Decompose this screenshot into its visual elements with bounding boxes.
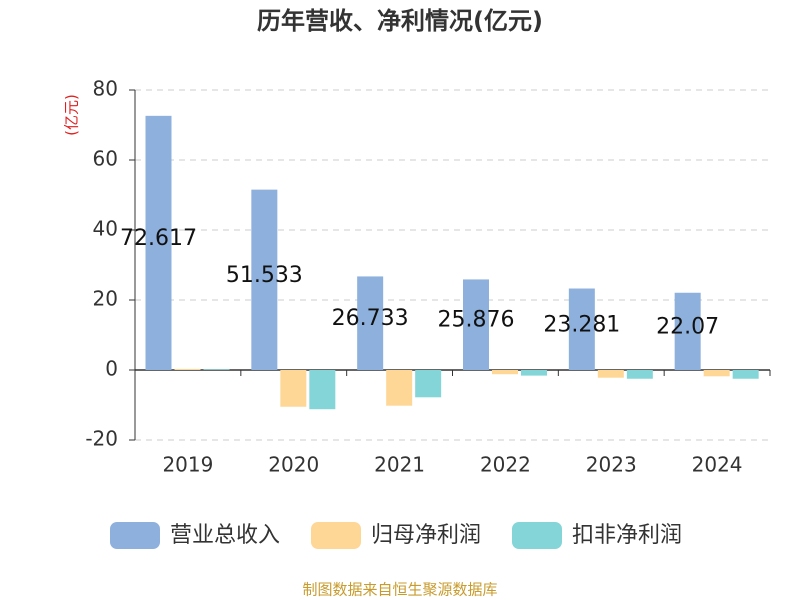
bar — [251, 189, 278, 370]
bar — [568, 288, 595, 370]
bar — [386, 370, 413, 406]
bar — [703, 370, 730, 377]
data-label: 26.733 — [332, 306, 409, 331]
y-axis-label: (亿元) — [63, 94, 81, 136]
y-tick-label: 80 — [93, 77, 118, 101]
bar — [203, 369, 230, 370]
bar — [309, 370, 336, 410]
x-tick-label: 2023 — [586, 453, 637, 477]
data-label: 23.281 — [543, 312, 620, 337]
legend-label: 营业总收入 — [170, 523, 280, 548]
legend-label: 归母净利润 — [371, 523, 481, 548]
legend-label: 扣非净利润 — [572, 523, 682, 548]
x-tick-label: 2020 — [268, 453, 319, 477]
x-tick-label: 2019 — [162, 453, 213, 477]
y-tick-label: 0 — [105, 357, 118, 381]
data-label: 72.617 — [120, 226, 197, 251]
bar — [597, 370, 624, 378]
bar — [280, 370, 307, 407]
data-label: 25.876 — [438, 308, 515, 333]
bar — [732, 370, 759, 379]
y-tick-label: 20 — [93, 287, 118, 311]
bar — [521, 370, 547, 376]
bar — [674, 292, 701, 370]
chart-title: 历年营收、净利情况(亿元) — [257, 7, 543, 35]
y-tick-label: 60 — [93, 147, 118, 171]
bar — [626, 370, 653, 379]
bar — [463, 279, 489, 370]
bar — [174, 368, 201, 370]
x-tick-label: 2024 — [692, 453, 743, 477]
bar — [145, 115, 172, 370]
legend-swatch — [110, 522, 160, 549]
legend-swatch — [311, 522, 361, 549]
legend-swatch — [512, 522, 562, 549]
source-note: 制图数据来自恒生聚源数据库 — [302, 581, 497, 599]
y-tick-label: -20 — [85, 427, 118, 451]
x-tick-label: 2021 — [374, 453, 425, 477]
y-tick-label: 40 — [93, 217, 118, 241]
data-label: 51.533 — [226, 263, 303, 288]
bar — [415, 370, 442, 398]
bar — [357, 276, 384, 370]
data-label: 22.07 — [656, 314, 719, 339]
x-tick-label: 2022 — [480, 453, 531, 477]
bar — [492, 370, 518, 375]
